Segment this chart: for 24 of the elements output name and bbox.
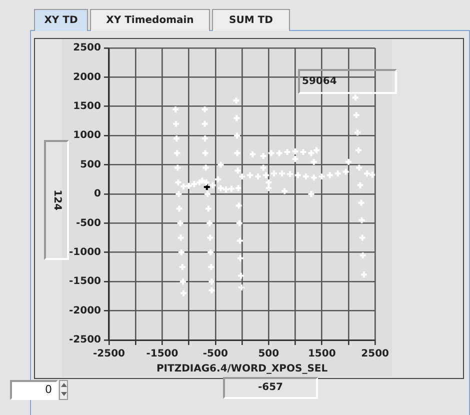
x-tick-label: 500 [258, 348, 280, 360]
text: 124 [51, 190, 62, 210]
y-tick-label: 1500 [73, 100, 102, 112]
y-tick-label: -1500 [69, 276, 102, 288]
text: XY TD [34, 9, 88, 31]
y-tick-label: -500 [76, 218, 102, 229]
x-tick-label: 1500 [308, 348, 336, 360]
y-tick-label: -2500 [69, 334, 102, 346]
y-tick-label: 1000 [73, 130, 102, 142]
text: SUM TD [212, 9, 290, 31]
y-tick-label: -2000 [69, 305, 102, 316]
y-tick-label: 2500 [73, 42, 102, 54]
text: XY Timedomain [90, 9, 210, 31]
y-tick-label: 2000 [73, 72, 102, 83]
x-tick-label: 2500 [361, 348, 390, 360]
text: 0 [10, 380, 58, 400]
y-tick-label: 0 [94, 188, 102, 200]
text: -657 [223, 377, 318, 399]
y-tick-label: 500 [80, 159, 102, 170]
x-axis-title: PITZDIAG6.4/WORD_XPOS_SEL [156, 364, 328, 375]
x-tick-label: -500 [202, 348, 228, 360]
x-tick-label: -2500 [92, 348, 126, 360]
x-tick-label: -1500 [146, 348, 178, 360]
y-tick-label: -1000 [69, 246, 102, 258]
